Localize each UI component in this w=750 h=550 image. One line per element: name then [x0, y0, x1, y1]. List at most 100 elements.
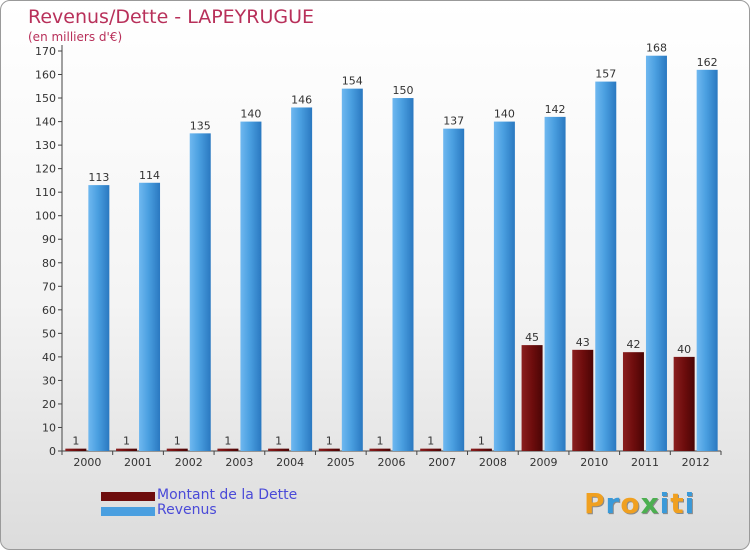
y-tick-label: 20 — [42, 398, 56, 411]
x-tick-label: 2006 — [378, 456, 406, 469]
y-tick-label: 0 — [49, 445, 56, 458]
bar-revenus — [645, 55, 667, 452]
y-tick-label: 160 — [35, 69, 56, 82]
chart-title: Revenus/Dette - LAPEYRUGUE — [28, 6, 315, 28]
data-label-revenus: 157 — [595, 68, 616, 81]
x-tick-label: 2011 — [631, 456, 659, 469]
y-tick-label: 170 — [35, 45, 56, 58]
bar-revenus — [696, 69, 718, 451]
data-label-revenus: 142 — [545, 103, 566, 116]
bar-dette — [318, 448, 340, 451]
data-label-revenus: 113 — [88, 171, 109, 184]
data-label-dette: 1 — [174, 435, 181, 448]
x-tick-label: 2002 — [175, 456, 203, 469]
y-tick-label: 130 — [35, 139, 56, 152]
y-tick-label: 30 — [42, 374, 56, 387]
bar-revenus — [443, 128, 465, 451]
bar-dette — [217, 448, 239, 451]
bar-revenus — [240, 121, 262, 452]
logo-letter: x — [640, 487, 660, 520]
y-tick-label: 60 — [42, 304, 56, 317]
x-tick-label: 2009 — [530, 456, 558, 469]
chart-subtitle: (en milliers d'€) — [28, 30, 123, 44]
data-label-revenus: 154 — [342, 75, 363, 88]
x-tick-label: 2005 — [327, 456, 355, 469]
bar-dette — [369, 448, 391, 451]
bar-dette — [116, 448, 138, 451]
data-label-revenus: 168 — [646, 42, 667, 55]
data-label-revenus: 114 — [139, 169, 160, 182]
bar-revenus — [291, 107, 313, 452]
logo-letter: i — [659, 487, 671, 520]
plot-area: 0102030405060708090100110120130140150160… — [35, 42, 722, 469]
y-tick-label: 50 — [42, 327, 56, 340]
data-label-dette: 1 — [224, 435, 231, 448]
bar-revenus — [595, 81, 617, 452]
legend-label-dette: Montant de la Dette — [157, 487, 298, 503]
y-tick-label: 80 — [42, 257, 56, 270]
data-label-dette: 1 — [427, 435, 434, 448]
y-tick-label: 90 — [42, 233, 56, 246]
bar-revenus — [139, 182, 161, 451]
bar-revenus — [493, 121, 515, 452]
legend-swatch-revenus — [101, 507, 155, 516]
proxiti-logo: Proxiti — [584, 487, 695, 520]
bar-dette — [622, 352, 644, 451]
data-label-dette: 1 — [377, 435, 384, 448]
data-label-revenus: 146 — [291, 93, 312, 106]
bar-revenus — [88, 185, 110, 451]
bar-dette — [420, 448, 442, 451]
x-tick-label: 2003 — [225, 456, 253, 469]
data-label-dette: 43 — [576, 336, 590, 349]
y-tick-label: 120 — [35, 163, 56, 176]
x-tick-label: 2008 — [479, 456, 507, 469]
legend-swatch-dette — [101, 492, 155, 501]
x-tick-label: 2000 — [73, 456, 101, 469]
data-label-dette: 40 — [677, 343, 691, 356]
data-label-dette: 1 — [275, 435, 282, 448]
x-tick-label: 2001 — [124, 456, 152, 469]
data-label-dette: 1 — [72, 435, 79, 448]
bar-revenus — [544, 116, 566, 451]
logo-letter: o — [620, 487, 641, 520]
bar-revenus — [189, 133, 211, 451]
data-label-dette: 45 — [525, 331, 539, 344]
y-tick-label: 100 — [35, 210, 56, 223]
logo-letter: r — [605, 487, 621, 520]
data-label-dette: 42 — [626, 338, 640, 351]
data-label-revenus: 135 — [190, 119, 211, 132]
y-tick-label: 140 — [35, 116, 56, 129]
bar-dette — [166, 448, 188, 451]
bar-dette — [268, 448, 290, 451]
x-tick-label: 2010 — [580, 456, 608, 469]
bar-dette — [65, 448, 87, 451]
y-tick-label: 40 — [42, 351, 56, 364]
data-label-revenus: 150 — [393, 84, 414, 97]
y-tick-label: 150 — [35, 92, 56, 105]
bar-dette — [470, 448, 492, 451]
y-tick-label: 70 — [42, 280, 56, 293]
bar-dette — [521, 345, 543, 451]
data-label-revenus: 140 — [240, 108, 261, 121]
y-tick-label: 110 — [35, 186, 56, 199]
bar-dette — [673, 356, 695, 451]
logo-letter: t — [670, 487, 685, 520]
bar-revenus — [392, 98, 414, 451]
logo-letter: i — [684, 487, 696, 520]
data-label-dette: 1 — [326, 435, 333, 448]
x-tick-label: 2007 — [428, 456, 456, 469]
data-label-revenus: 140 — [494, 108, 515, 121]
data-label-revenus: 162 — [697, 56, 718, 69]
x-tick-label: 2004 — [276, 456, 304, 469]
data-label-revenus: 137 — [443, 115, 464, 128]
data-label-dette: 1 — [123, 435, 130, 448]
y-tick-label: 10 — [42, 421, 56, 434]
data-label-dette: 1 — [478, 435, 485, 448]
bar-revenus — [341, 88, 363, 451]
bar-dette — [572, 349, 594, 451]
legend-label-revenus: Revenus — [157, 502, 217, 518]
logo-letter: P — [584, 487, 606, 520]
x-tick-label: 2012 — [682, 456, 710, 469]
